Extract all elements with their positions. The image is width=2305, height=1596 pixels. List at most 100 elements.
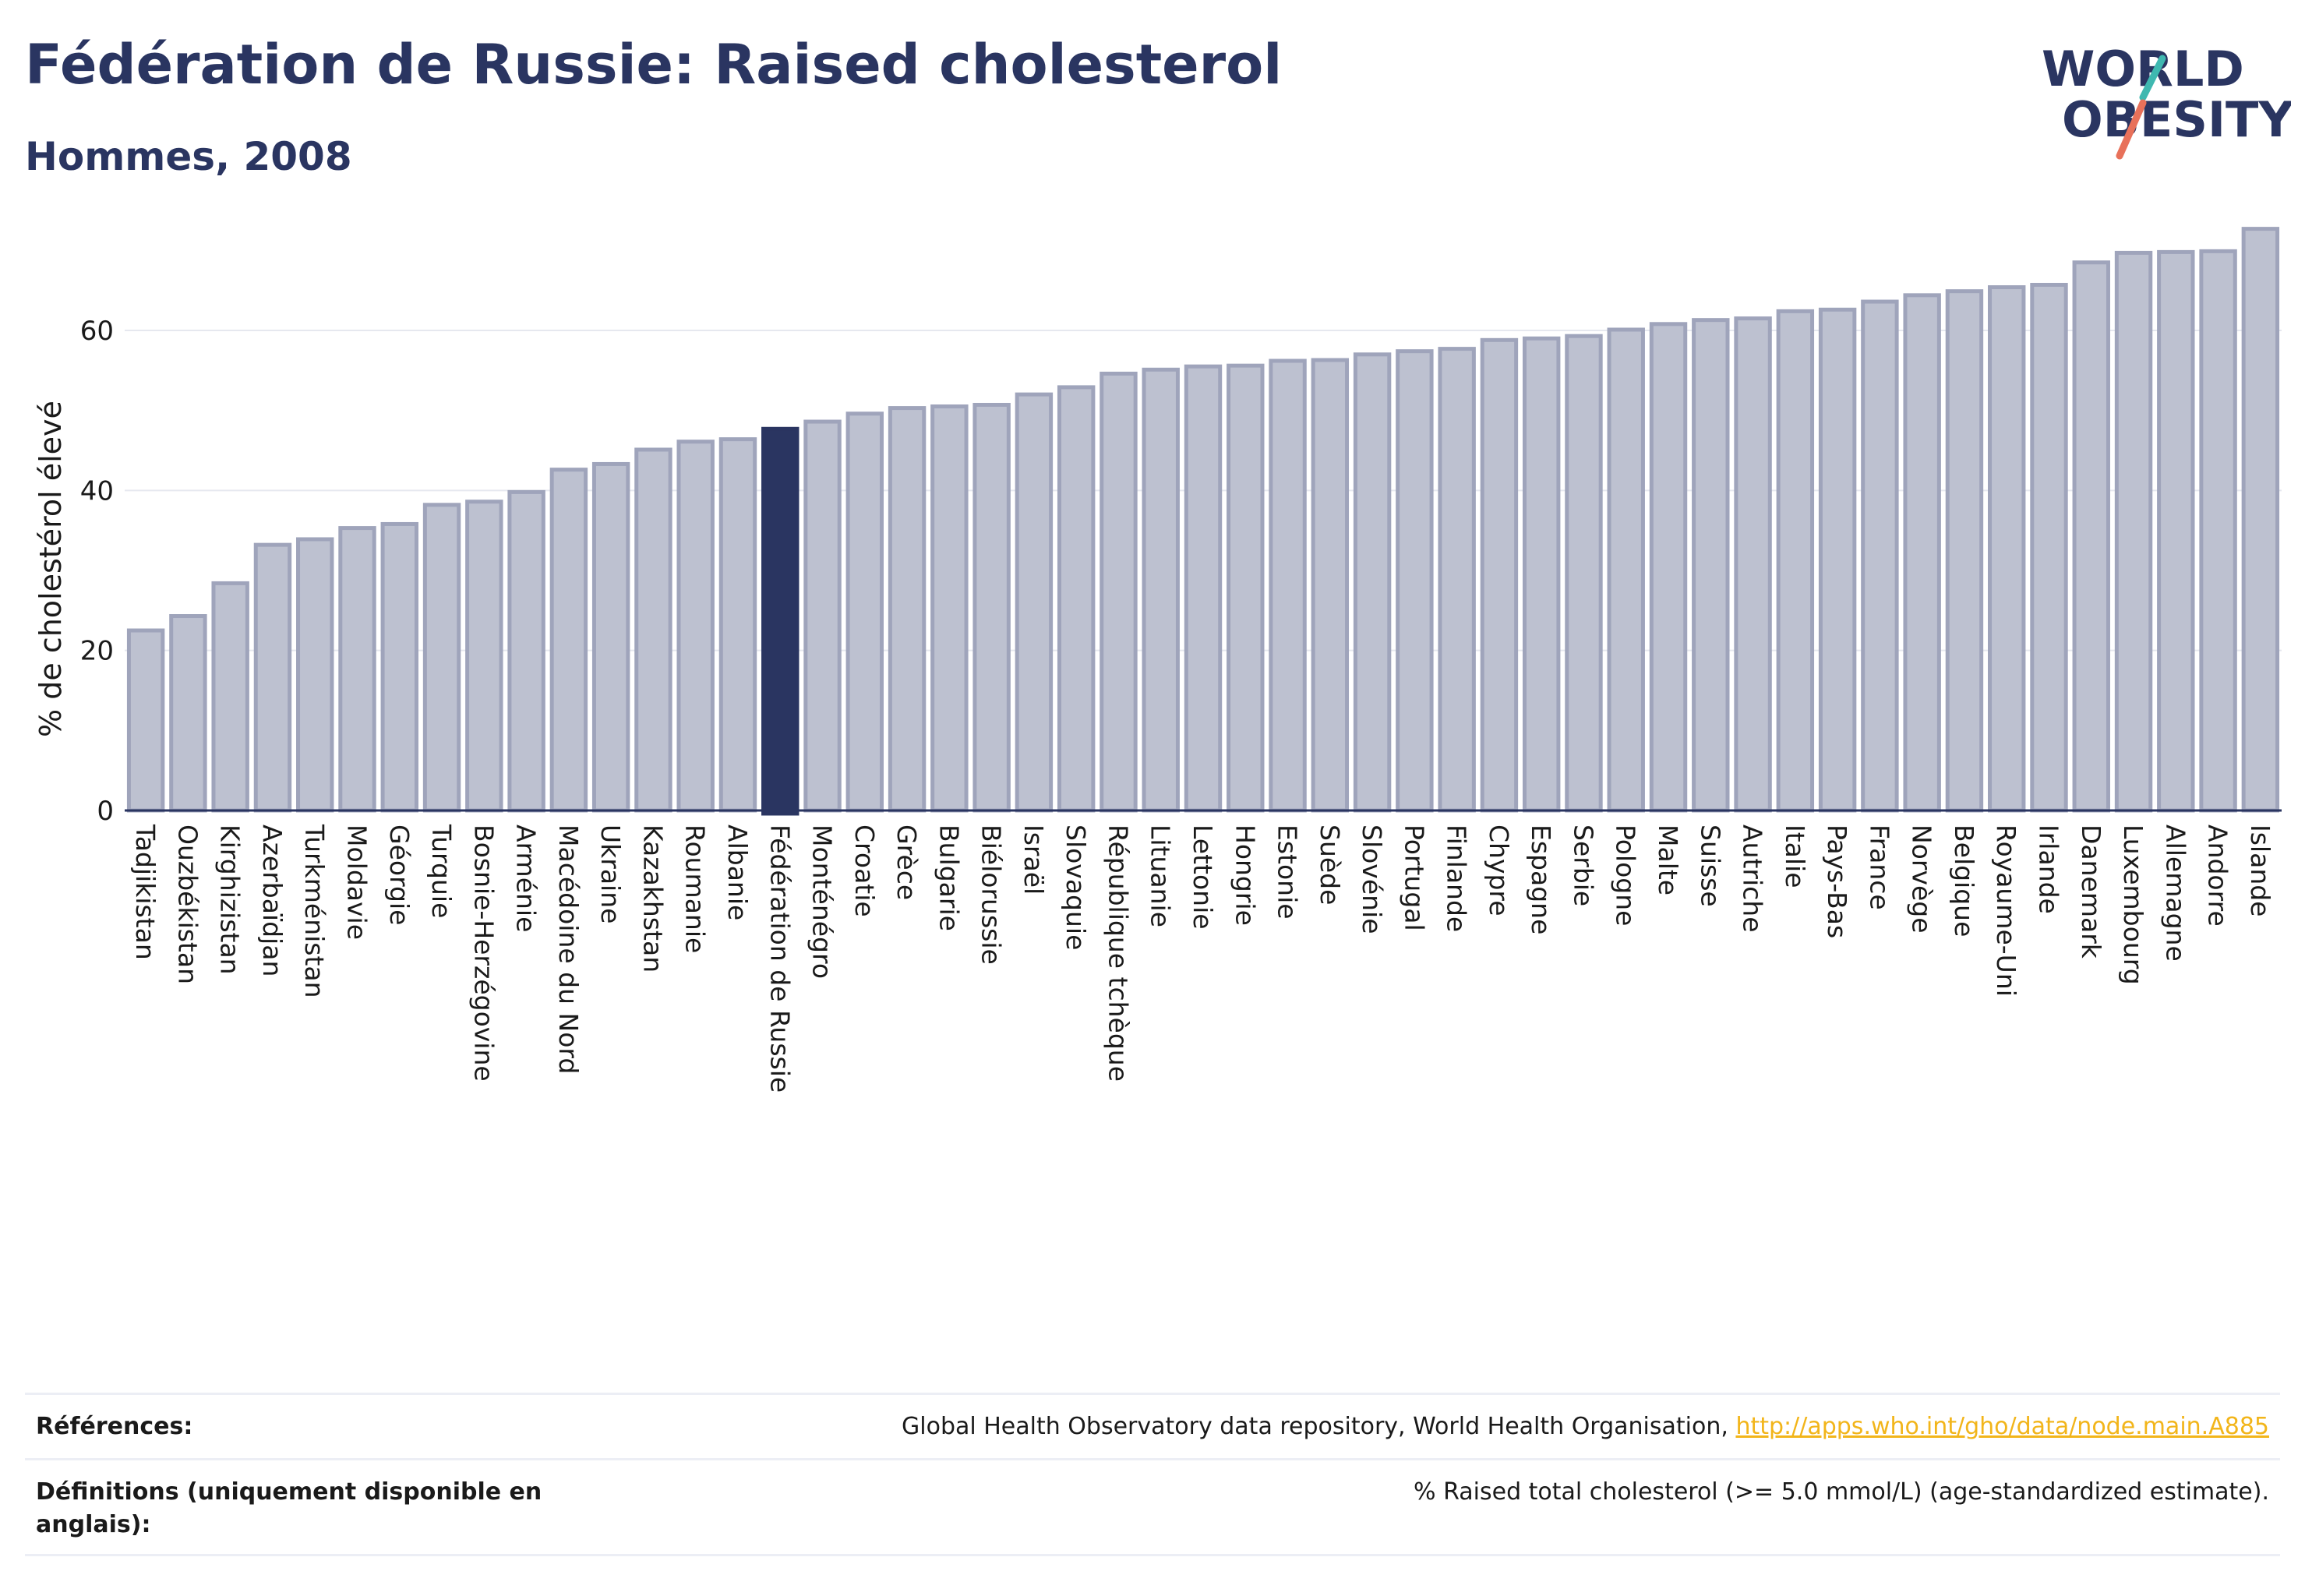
x-tick-label: Slovaquie — [1061, 824, 1091, 950]
bar-roumanie — [676, 440, 715, 813]
x-tick-label: Croatie — [849, 824, 880, 917]
bar-kirghizistan — [211, 581, 249, 813]
page-subtitle: Hommes, 2008 — [25, 134, 352, 179]
bar-israël — [1015, 392, 1054, 813]
x-tick-label: Serbie — [1568, 824, 1598, 906]
bar-pologne — [1607, 327, 1645, 813]
x-tick-label: Fédération de Russie — [764, 824, 795, 1093]
y-axis-ticks: 0 20 40 60 — [80, 316, 114, 827]
x-tick-label: Roumanie — [680, 824, 711, 953]
bar-belgique — [1945, 289, 1984, 813]
x-tick-label: Bulgarie — [934, 824, 964, 931]
x-tick-label: Portugal — [1399, 824, 1429, 931]
x-tick-label: Turquie — [426, 824, 457, 918]
x-axis-ticks: Tadjikistan Ouzbékistan Kirghizistan Azerba… — [130, 824, 2275, 1093]
bar-suisse — [1692, 318, 1730, 813]
bar-monténégro — [803, 419, 842, 813]
y-tick-label: 0 — [97, 796, 114, 827]
x-tick-label: Arménie — [511, 824, 542, 932]
references-text: Global Health Observatory data repositor… — [902, 1413, 1736, 1440]
logo-line2: OBESITY — [2062, 91, 2291, 148]
bar-turkménistan — [296, 537, 334, 813]
bar-france — [1861, 299, 1899, 813]
x-tick-label: Andorre — [2203, 824, 2233, 927]
x-tick-label: Lituanie — [1145, 824, 1176, 927]
references-row: Références: Global Health Observatory da… — [25, 1393, 2280, 1459]
x-tick-label: République tchèque — [1103, 824, 1133, 1082]
bar-autriche — [1734, 316, 1772, 813]
y-axis-label: % de cholestérol élevé — [34, 401, 68, 737]
x-tick-label: Allemagne — [2160, 824, 2190, 962]
x-tick-label: Macédoine du Nord — [553, 824, 584, 1074]
bar-albanie — [718, 437, 757, 813]
bar-espagne — [1522, 336, 1561, 813]
bar-kazakhstan — [634, 447, 672, 813]
bar-chypre — [1480, 337, 1519, 813]
page-title: Fédération de Russie: Raised cholesterol — [25, 33, 1283, 97]
bar-république-tchèque — [1100, 371, 1138, 813]
logo-slash-teal-icon — [2139, 55, 2166, 101]
x-tick-label: Kirghizistan — [215, 824, 245, 975]
x-tick-label: Ouzbékistan — [172, 824, 203, 984]
bar-azerbaïdjan — [253, 542, 292, 813]
bar-lituanie — [1142, 367, 1180, 813]
x-tick-label: Biélorussie — [976, 824, 1007, 965]
x-tick-label: Ukraine — [595, 824, 626, 923]
x-tick-label: Suisse — [1695, 824, 1725, 907]
x-tick-label: Hongrie — [1230, 824, 1260, 926]
bar-ouzbékistan — [169, 614, 207, 813]
x-tick-label: Monténégro — [807, 824, 838, 979]
x-tick-label: Islande — [2245, 824, 2275, 916]
x-tick-label: France — [1864, 824, 1894, 910]
x-tick-label: Danemark — [2076, 824, 2106, 959]
x-tick-label: Géorgie — [384, 824, 415, 925]
x-tick-label: Tadjikistan — [130, 824, 161, 960]
bar-lettonie — [1184, 364, 1223, 813]
bar-norvège — [1903, 293, 1941, 813]
definitions-value: % Raised total cholesterol (>= 5.0 mmol/… — [1414, 1478, 2269, 1506]
bar-royaume-uni — [1988, 285, 2026, 813]
bar-arménie — [507, 489, 545, 813]
x-tick-label: Malte — [1653, 824, 1683, 895]
x-tick-label: Suède — [1315, 824, 1345, 905]
y-tick-label: 40 — [80, 475, 114, 507]
x-tick-label: Israël — [1018, 824, 1049, 895]
bar-luxembourg — [2114, 250, 2153, 813]
definitions-row: Définitions (uniquement disponible en an… — [25, 1458, 2280, 1556]
x-tick-label: Espagne — [1526, 824, 1556, 934]
bar-islande — [2241, 227, 2280, 813]
y-tick-label: 20 — [80, 636, 114, 667]
bar-estonie — [1269, 358, 1307, 813]
x-tick-label: Slovénie — [1357, 824, 1387, 934]
references-link[interactable]: http://apps.who.int/gho/data/node.main.A… — [1735, 1413, 2269, 1440]
bar-biélorussie — [972, 402, 1011, 813]
bar-géorgie — [380, 521, 418, 813]
bar-malte — [1649, 322, 1688, 813]
world-obesity-logo: WORLD OBESITY — [2042, 41, 2291, 160]
bar-portugal — [1396, 349, 1434, 813]
bar-allemagne — [2157, 249, 2195, 813]
x-tick-label: Lettonie — [1188, 824, 1218, 930]
bar-fédération-de-russie — [761, 426, 800, 816]
x-tick-label: Kazakhstan — [637, 824, 668, 973]
x-tick-label: Bosnie-Herzégovine — [468, 824, 499, 1082]
x-tick-label: Albanie — [722, 824, 753, 920]
logo-line1: WORLD — [2042, 41, 2244, 97]
x-tick-label: Pologne — [1611, 824, 1641, 926]
bar-slovaquie — [1057, 385, 1096, 813]
x-tick-label: Pays-Bas — [1822, 824, 1852, 938]
bar-grèce — [888, 406, 927, 813]
bar-croatie — [845, 411, 884, 813]
bar-serbie — [1565, 334, 1603, 813]
bar-suède — [1311, 358, 1350, 813]
x-tick-label: Norvège — [1907, 824, 1937, 934]
bar-irlande — [2030, 282, 2068, 813]
x-tick-label: Autriche — [1738, 824, 1768, 933]
x-tick-label: Royaume-Uni — [1991, 824, 2021, 997]
bar-moldavie — [338, 526, 376, 813]
x-tick-label: Grèce — [891, 824, 922, 900]
x-tick-label: Azerbaïdjan — [257, 824, 288, 976]
bars — [126, 227, 2280, 816]
x-tick-label: Turkménistan — [299, 824, 330, 998]
x-tick-label: Finlande — [1442, 824, 1472, 932]
